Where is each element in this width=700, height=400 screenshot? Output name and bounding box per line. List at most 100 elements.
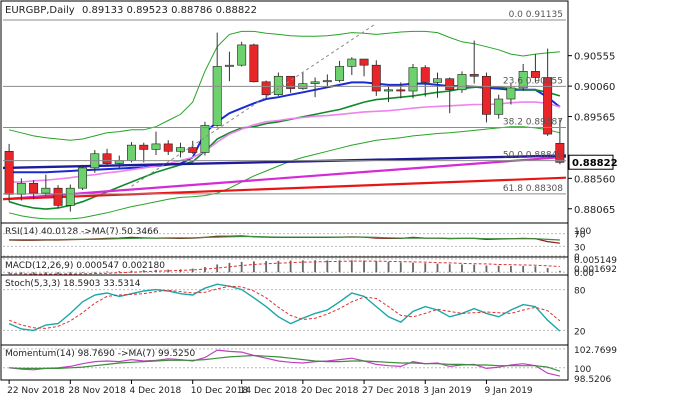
macd-histogram-bar: [546, 268, 549, 273]
candle-bearish: [555, 142, 565, 163]
macd-histogram-bar: [216, 264, 219, 273]
macd-histogram-bar: [44, 272, 47, 275]
macd-histogram-bar: [106, 271, 108, 273]
candle-bullish: [347, 58, 357, 67]
macd-histogram-bar: [350, 260, 353, 273]
macd-histogram-bar: [32, 272, 35, 275]
macd-histogram-bar: [473, 264, 476, 273]
rsi-series-ma: [9, 235, 560, 241]
candle-bearish: [396, 89, 406, 92]
stochastic-tick-label: 20: [574, 327, 586, 337]
macd-histogram-bar: [240, 261, 243, 273]
time-tick-label: 14 Dec 2018: [240, 386, 298, 396]
macd-histogram-bar: [510, 266, 512, 273]
macd-histogram-bar: [204, 267, 206, 273]
macd-histogram-bar: [289, 260, 292, 273]
rsi-tick-label: 0: [574, 253, 580, 263]
candle-bullish: [408, 67, 418, 92]
macd-histogram-bar: [118, 271, 121, 273]
candle-bearish: [530, 71, 540, 78]
macd-histogram-bar: [191, 268, 194, 273]
candle-bearish: [481, 75, 491, 115]
time-tick-label: 22 Nov 2018: [7, 386, 65, 396]
macd-histogram-bar: [436, 263, 439, 273]
current-price-box: [568, 154, 614, 170]
candle-bullish: [200, 125, 210, 153]
candle-bullish: [433, 78, 442, 83]
candle-bullish: [506, 87, 516, 100]
macd-histogram-bar: [265, 261, 268, 273]
candle-bullish: [176, 147, 185, 152]
time-tick-label: 28 Nov 2018: [68, 386, 126, 396]
candle-bullish: [127, 144, 136, 161]
candle-bullish: [151, 143, 161, 150]
stochastic-series-k: [8, 283, 561, 332]
momentum-series-ma: [9, 354, 561, 372]
macd-histogram-bar: [167, 269, 170, 273]
candle-bullish: [224, 64, 234, 67]
macd-histogram-bar: [277, 260, 280, 273]
macd-extra-tick-label: 0.001692: [574, 265, 617, 275]
candle-bullish: [384, 89, 393, 92]
overlay-line-ma-green: [8, 85, 561, 210]
candle-bearish: [249, 44, 259, 83]
stochastic-series-d: [8, 285, 561, 329]
candle-bearish: [29, 182, 39, 194]
fibonacci-level-label: 0.0 0.91135: [509, 10, 563, 20]
price-tick-label: 0.90060: [574, 82, 615, 93]
fibonacci-level-label: 50.0 0.88848: [503, 151, 563, 161]
macd-histogram-bar: [522, 266, 525, 273]
time-tick-label: 10 Dec 2018: [191, 386, 249, 396]
macd-histogram-bar: [69, 272, 72, 274]
candle-bullish: [273, 75, 283, 96]
macd-histogram-bar: [558, 270, 561, 273]
price-tick-label: 0.89565: [574, 113, 615, 124]
candle-bullish: [41, 187, 51, 194]
momentum-tick-label: 100: [574, 365, 591, 375]
candle-bullish: [310, 81, 320, 84]
macd-histogram-bar: [57, 272, 59, 275]
time-tick-label: 27 Dec 2018: [362, 386, 420, 396]
time-tick-label: 20 Dec 2018: [301, 386, 359, 396]
candle-bullish: [322, 80, 332, 83]
stochastic-title: Stoch(5,3,3) 18.5903 33.5314: [5, 279, 141, 289]
rsi-tick-label: 30: [574, 243, 586, 253]
macd-histogram-bar: [497, 265, 500, 273]
candle-bullish: [335, 66, 345, 81]
time-tick-label: 4 Dec 2018: [130, 386, 182, 396]
stochastic-tick-label: 80: [574, 287, 586, 297]
momentum-tick-label: 102.7699: [574, 346, 617, 356]
dashed-trendline: [131, 22, 377, 187]
macd-histogram-bar: [326, 260, 329, 273]
candle-bearish: [420, 67, 430, 83]
macd-histogram-bar: [8, 272, 11, 274]
macd-histogram-bar: [93, 271, 96, 273]
macd-histogram-bar: [412, 262, 414, 273]
candle-bearish: [102, 153, 112, 164]
overlay-line-trend-navy: [2, 154, 567, 170]
fibonacci-level-label: 61.8 0.88308: [503, 184, 563, 194]
macd-histogram-bar: [534, 266, 537, 273]
macd-histogram-bar: [399, 262, 402, 273]
candle-bearish: [359, 58, 369, 66]
macd-histogram-bar: [338, 260, 341, 273]
macd-title: MACD(12,26,9) 0.000547 0.002180: [5, 261, 165, 271]
rsi-tick-label: 70: [574, 231, 586, 241]
candle-bullish: [78, 167, 88, 189]
price-tick-label: 0.88065: [574, 205, 615, 216]
price-tick-label: 0.90555: [574, 52, 615, 63]
macd-histogram-bar: [81, 272, 84, 274]
candle-bearish: [163, 143, 173, 152]
candle-bearish: [286, 75, 296, 89]
time-tick-label: 3 Jan 2019: [423, 386, 471, 396]
candle-bearish: [4, 150, 14, 195]
candle-bearish: [261, 81, 271, 96]
candle-bearish: [445, 78, 455, 91]
chart-symbol-label: EURGBP,Daily: [5, 5, 75, 16]
overlay-line-ma-pink: [9, 101, 561, 183]
price-tick-label: 0.88560: [574, 174, 615, 185]
macd-tick-label: 0.005149: [574, 256, 617, 266]
macd-histogram-bar: [448, 264, 451, 273]
